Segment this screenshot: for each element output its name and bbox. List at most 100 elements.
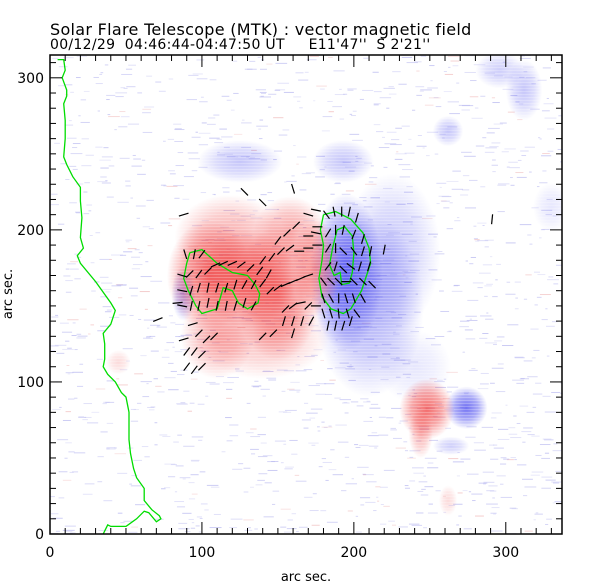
field-vector (341, 224, 345, 235)
field-vector (241, 279, 248, 290)
field-vector (177, 304, 188, 308)
vector-field-layer (152, 183, 494, 375)
field-vector (195, 269, 203, 279)
field-vector (178, 212, 189, 217)
field-vector (210, 262, 221, 268)
field-vector (185, 269, 194, 278)
field-vector (202, 335, 211, 344)
positive-polarity-region (106, 350, 131, 375)
field-vector (250, 301, 257, 311)
field-vector (358, 277, 367, 286)
field-vector (360, 234, 365, 244)
negative-polarity-region (533, 182, 562, 232)
field-vector (204, 266, 212, 275)
field-vector (215, 282, 220, 293)
plot-frame (49, 54, 563, 535)
x-axis-label: arc sec. (281, 570, 331, 585)
field-vector (310, 231, 321, 235)
field-vector (324, 228, 332, 238)
field-vector (324, 243, 332, 253)
axes: 0 100 200 300 0 100 200 300 (17, 54, 563, 561)
field-vector (259, 278, 267, 288)
field-vector (198, 249, 206, 259)
field-vector (329, 308, 334, 319)
field-vector (258, 332, 267, 341)
field-vector (354, 212, 359, 223)
field-vector (292, 221, 301, 230)
field-vector (210, 332, 219, 341)
magnetogram-image (50, 55, 562, 534)
field-vector (265, 269, 272, 279)
x-tick-label: 300 (492, 545, 519, 561)
field-vector (276, 247, 285, 256)
field-vector (303, 212, 314, 217)
field-vector (189, 300, 193, 311)
field-vector (237, 261, 246, 269)
positive-polarity-region (408, 409, 433, 458)
field-vector (177, 273, 188, 278)
field-vector (351, 229, 357, 240)
field-vector (349, 277, 358, 286)
field-vector (246, 263, 255, 272)
field-vector (183, 347, 191, 356)
field-vector (360, 246, 365, 257)
field-vector (368, 280, 377, 289)
negative-polarity-region (343, 173, 441, 332)
field-vector (353, 309, 361, 318)
field-vector (206, 282, 210, 293)
field-vector (266, 286, 275, 295)
limb-contour (57, 58, 162, 534)
field-vector (183, 249, 188, 260)
field-vector (281, 316, 286, 327)
x-tick-label: 0 (46, 545, 55, 561)
field-vector (189, 285, 194, 296)
field-vector (367, 261, 372, 272)
y-tick-label: 100 (17, 375, 44, 391)
field-vector (346, 262, 356, 270)
x-tick-label: 200 (340, 545, 367, 561)
field-vector (285, 244, 295, 252)
field-vector (350, 246, 358, 256)
field-vector (334, 320, 338, 331)
y-tick-label: 0 (35, 527, 44, 543)
y-axis-label: arc sec. (1, 269, 16, 319)
field-vector (351, 293, 356, 304)
field-vector (369, 246, 373, 257)
field-vector (491, 214, 494, 225)
field-vector (177, 289, 188, 293)
field-vector (197, 350, 206, 359)
field-vector (187, 322, 198, 327)
field-vector (197, 362, 206, 371)
y-tick-label: 200 (17, 223, 44, 239)
field-vector (291, 183, 296, 194)
field-vector (347, 206, 351, 217)
polarity-contour (328, 226, 355, 286)
field-vector (152, 317, 163, 322)
field-vector (382, 244, 386, 255)
field-vector (258, 198, 267, 207)
field-vector (304, 301, 313, 310)
field-vector (321, 308, 326, 319)
positive-polarity-region (174, 194, 284, 281)
field-vector (341, 320, 346, 331)
negative-polarity-region (445, 386, 488, 430)
field-vector (291, 316, 296, 327)
field-vector (281, 304, 290, 313)
field-vector (224, 282, 229, 293)
field-vector (326, 320, 330, 331)
y-tick-label: 300 (17, 71, 44, 87)
field-vector (206, 297, 210, 308)
positive-polarity-region (438, 485, 458, 516)
negative-polarity-region (475, 55, 525, 89)
field-vector (320, 277, 327, 286)
negative-polarity-region (197, 140, 283, 183)
field-vector (197, 300, 201, 311)
field-vector (194, 329, 203, 338)
scanline-texture (50, 55, 562, 533)
field-vector (256, 266, 264, 276)
field-vector (310, 208, 321, 212)
field-vector (339, 265, 348, 274)
field-vector (268, 252, 276, 262)
negative-polarity-region (312, 140, 374, 183)
field-vector (323, 210, 330, 220)
